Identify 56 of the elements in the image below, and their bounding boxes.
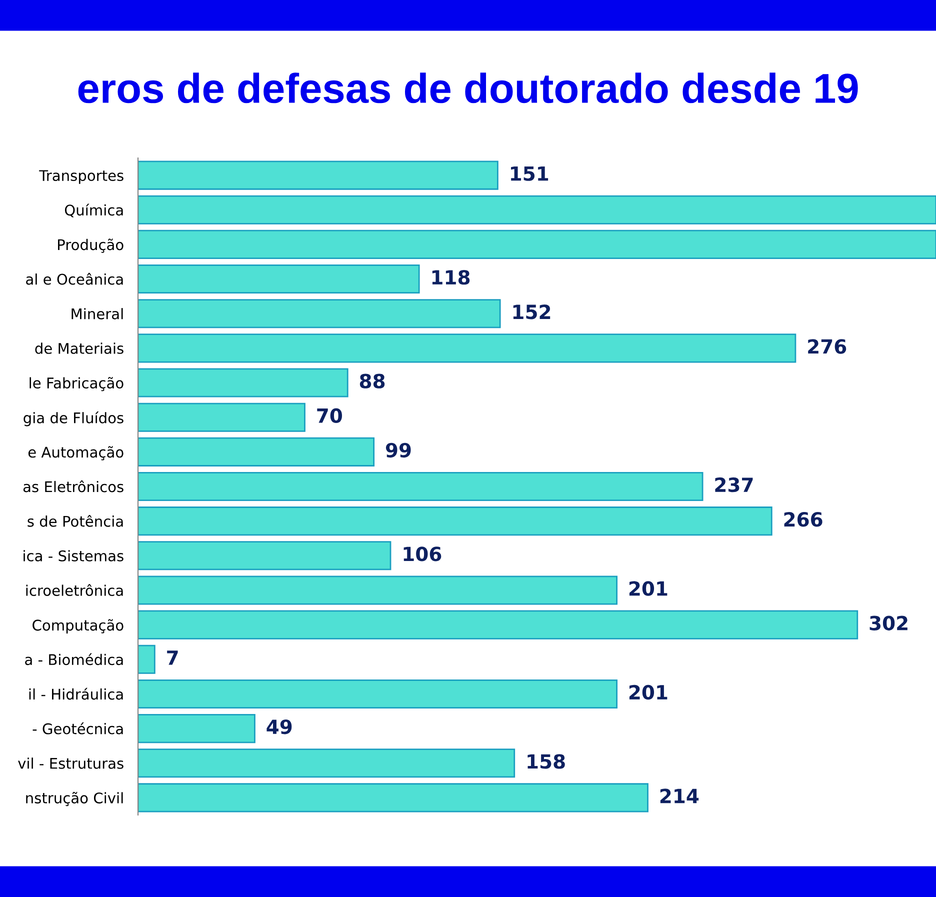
data-label: 214 xyxy=(660,788,699,804)
chart-title: eros de defesas de doutorado desde 19 xyxy=(78,72,858,104)
data-label: 152 xyxy=(513,304,550,320)
data-label: 49 xyxy=(266,720,292,734)
y-tick-label: e Automação xyxy=(28,446,124,460)
data-label: 118 xyxy=(432,270,470,285)
y-tick-label: - Geotécnica xyxy=(32,722,123,734)
bar xyxy=(138,472,704,502)
data-label: 106 xyxy=(404,546,442,562)
bar xyxy=(138,644,156,674)
data-label: 158 xyxy=(528,754,565,769)
data-label: 302 xyxy=(870,616,908,630)
y-tick-label: s de Potência xyxy=(28,514,123,527)
data-label: 266 xyxy=(784,512,822,527)
bar xyxy=(138,402,306,432)
bar xyxy=(138,748,516,778)
y-tick-label: Transportes xyxy=(39,170,124,184)
y-tick-label: Química xyxy=(64,204,123,218)
y-tick-label: Produção xyxy=(58,238,124,253)
bar xyxy=(138,334,796,363)
y-tick-label: vil - Estruturas xyxy=(18,758,124,769)
y-tick-label: Mineral xyxy=(72,308,123,320)
data-label: 276 xyxy=(808,339,846,354)
bar xyxy=(138,195,936,224)
bar xyxy=(138,368,348,398)
bar xyxy=(138,160,498,190)
y-tick-label: a - Biomédica xyxy=(25,653,123,666)
y-tick-label: al e Oceânica xyxy=(26,272,123,285)
bar xyxy=(138,264,420,294)
data-label: 201 xyxy=(629,581,668,596)
bar xyxy=(138,714,256,744)
y-tick-label: il - Hidráulica xyxy=(29,688,123,700)
y-tick-label: de Materiais xyxy=(35,342,124,354)
bar xyxy=(138,230,936,259)
data-label: 88 xyxy=(360,374,385,388)
bar xyxy=(138,437,375,466)
y-tick-label: gia de Fluídos xyxy=(24,412,124,426)
bar xyxy=(138,783,648,812)
bar xyxy=(138,610,858,640)
bar xyxy=(138,299,501,328)
y-tick-label: as Eletrônicos xyxy=(23,480,124,492)
y-tick-label: Computação xyxy=(32,619,124,634)
y-tick-label: le Fabricação xyxy=(30,376,124,392)
bar xyxy=(138,576,618,605)
data-label: 237 xyxy=(715,477,753,492)
data-label: 7 xyxy=(167,650,178,665)
data-label: 99 xyxy=(386,442,411,458)
y-tick-label: icroeletrônica xyxy=(26,584,123,596)
data-label: 201 xyxy=(629,684,668,700)
data-label: 70 xyxy=(317,408,342,423)
bar xyxy=(138,679,618,708)
y-tick-label: nstrução Civil xyxy=(26,792,123,806)
data-label: 151 xyxy=(511,166,548,181)
bar xyxy=(138,541,392,570)
bar xyxy=(138,506,772,536)
y-tick-label: ica - Sistemas xyxy=(24,550,124,562)
